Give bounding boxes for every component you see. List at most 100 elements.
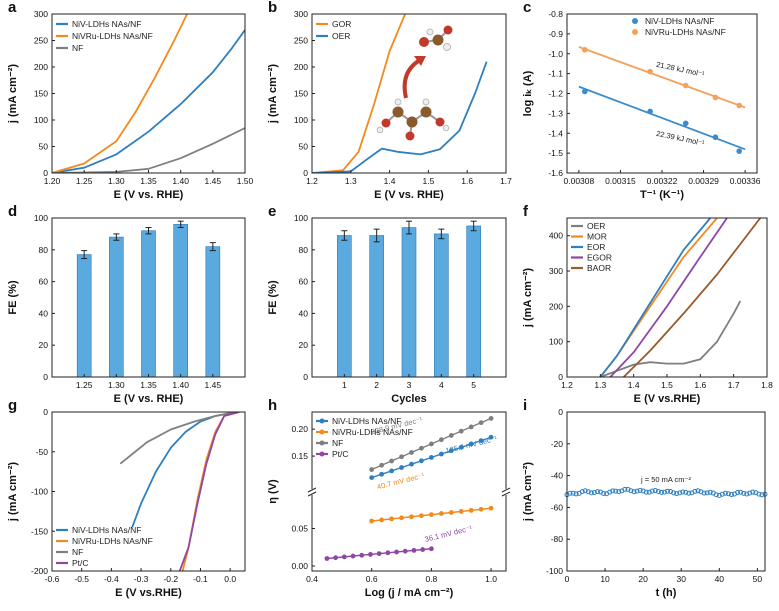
data-point	[419, 445, 424, 451]
x-tick-label: 1.3	[594, 380, 606, 390]
y-tick-label: 100	[34, 115, 48, 125]
axis-break-gap	[502, 489, 510, 495]
panel-letter: h	[268, 397, 277, 414]
data-point	[588, 490, 594, 496]
legend-label: GOR	[332, 19, 351, 29]
legend-marker	[632, 18, 638, 24]
x-tick-label: 1.5	[661, 380, 673, 390]
panel-f: f E (V vs.RHE) j (mA cm⁻²) 1.2 1.3 1.4 1.5 1.6 1…	[522, 203, 773, 405]
x-tick-label: 1.7	[728, 380, 740, 390]
data-point	[594, 489, 600, 495]
y-axis-label: η (V)	[267, 479, 279, 504]
data-point	[468, 507, 474, 513]
y-tick-label: 0	[43, 372, 48, 382]
y-tick-label: -1.4	[548, 128, 563, 138]
y-tick-label: 20	[299, 340, 309, 350]
x-tick-label: 1.5	[422, 176, 434, 186]
bar	[141, 230, 156, 378]
x-tick-label: -0.5	[74, 574, 89, 584]
x-tick-label: 1.35	[140, 176, 157, 186]
y-tick-label: -100	[546, 566, 563, 576]
legend-label: NiVRu-LDHs NAs/NF	[72, 31, 153, 41]
data-point	[369, 518, 375, 524]
y-tick-label: 100	[549, 337, 563, 347]
y-tick-label: 80	[39, 245, 49, 255]
series-line	[178, 412, 240, 571]
data-point	[324, 556, 330, 561]
axis-break-mark	[501, 491, 511, 497]
y-tick-label: 400	[549, 231, 563, 241]
panel-c: 22.39 kJ mol⁻¹21.28 kJ mol⁻¹cT⁻¹ (K⁻¹)lo…	[522, 0, 761, 201]
legend-label: NF	[332, 438, 343, 448]
x-tick-label: 0.00322	[647, 176, 678, 186]
y-tick-label: 300	[294, 9, 308, 19]
data-point	[682, 82, 689, 89]
data-point	[458, 509, 464, 514]
y-tick-label: -40	[551, 471, 564, 481]
legend-label: EOR	[587, 242, 605, 252]
data-point	[488, 434, 494, 440]
axis-break-mark	[501, 487, 511, 493]
x-axis-label: E (V vs.RHE)	[634, 393, 701, 405]
data-point	[646, 489, 652, 495]
y-tick-label: 150	[294, 89, 308, 99]
data-point	[409, 461, 414, 467]
x-tick-label: -0.4	[104, 574, 119, 584]
legend-label: NiV-LDHs NAs/NF	[72, 525, 141, 535]
x-tick-label: 20	[638, 574, 648, 584]
data-point	[744, 491, 750, 497]
data-point	[379, 471, 385, 477]
bar	[401, 227, 417, 378]
series-group	[599, 218, 762, 377]
x-tick-label: 0.6	[366, 574, 378, 584]
y-tick-label: 40	[299, 308, 309, 318]
x-tick-label: 0	[565, 574, 570, 584]
legend-marker	[319, 440, 325, 446]
x-tick-label: 0.00308	[564, 176, 595, 186]
y-axis-label: log iₖ (A)	[522, 70, 534, 116]
x-tick-label: 10	[600, 574, 610, 584]
x-axis-label: E (V vs. RHE)	[114, 393, 184, 405]
data-point	[707, 489, 713, 495]
x-tick-label: 1.25	[76, 380, 93, 390]
x-tick-label: 1.50	[237, 176, 254, 186]
data-point	[704, 490, 710, 496]
legend-label: NiV-LDHs NAs/NF	[332, 416, 401, 426]
legend-label: BAOR	[587, 263, 611, 273]
data-point	[488, 415, 494, 421]
x-tick-label: 0.00329	[688, 176, 719, 186]
axis-break-mark	[307, 491, 317, 497]
x-tick-label: -0.6	[45, 574, 60, 584]
data-point	[582, 46, 588, 53]
x-tick-label: 0.00336	[730, 176, 761, 186]
panel-letter: e	[268, 203, 276, 220]
bar	[466, 225, 481, 378]
y-tick-label: -200	[31, 566, 48, 576]
data-point	[376, 551, 382, 557]
panel-letter: d	[8, 203, 17, 220]
data-point	[692, 488, 698, 494]
data-point	[683, 489, 689, 495]
x-tick-label: 1.20	[44, 176, 61, 186]
legend-label: NiVRu-LDHs NAs/NF	[645, 27, 726, 37]
data-point	[741, 490, 747, 496]
data-point	[570, 490, 576, 496]
data-point	[680, 489, 686, 495]
annotation: j = 50 mA cm⁻²	[640, 475, 692, 484]
y-axis-label: j (mA cm⁻²)	[7, 462, 19, 523]
x-axis-label: E (V vs. RHE)	[374, 189, 444, 201]
data-point	[468, 424, 474, 430]
x-tick-label: 1.3	[345, 176, 357, 186]
series-line	[312, 61, 488, 173]
data-point	[579, 489, 585, 495]
x-tick-label: 1.45	[205, 176, 222, 186]
data-point	[389, 468, 394, 474]
x-tick-label: 1.40	[172, 380, 189, 390]
y-axis-label: j (mA cm⁻²)	[267, 64, 279, 125]
y-axis-label: j (mA cm⁻²)	[522, 268, 534, 329]
data-point	[394, 549, 399, 555]
data-point	[610, 488, 616, 494]
data-point	[582, 88, 588, 95]
panel-a: a E (V vs. RHE) j (mA cm⁻²) 1.20 1.25 1.30 1.3…	[7, 0, 254, 201]
data-point	[409, 514, 414, 520]
